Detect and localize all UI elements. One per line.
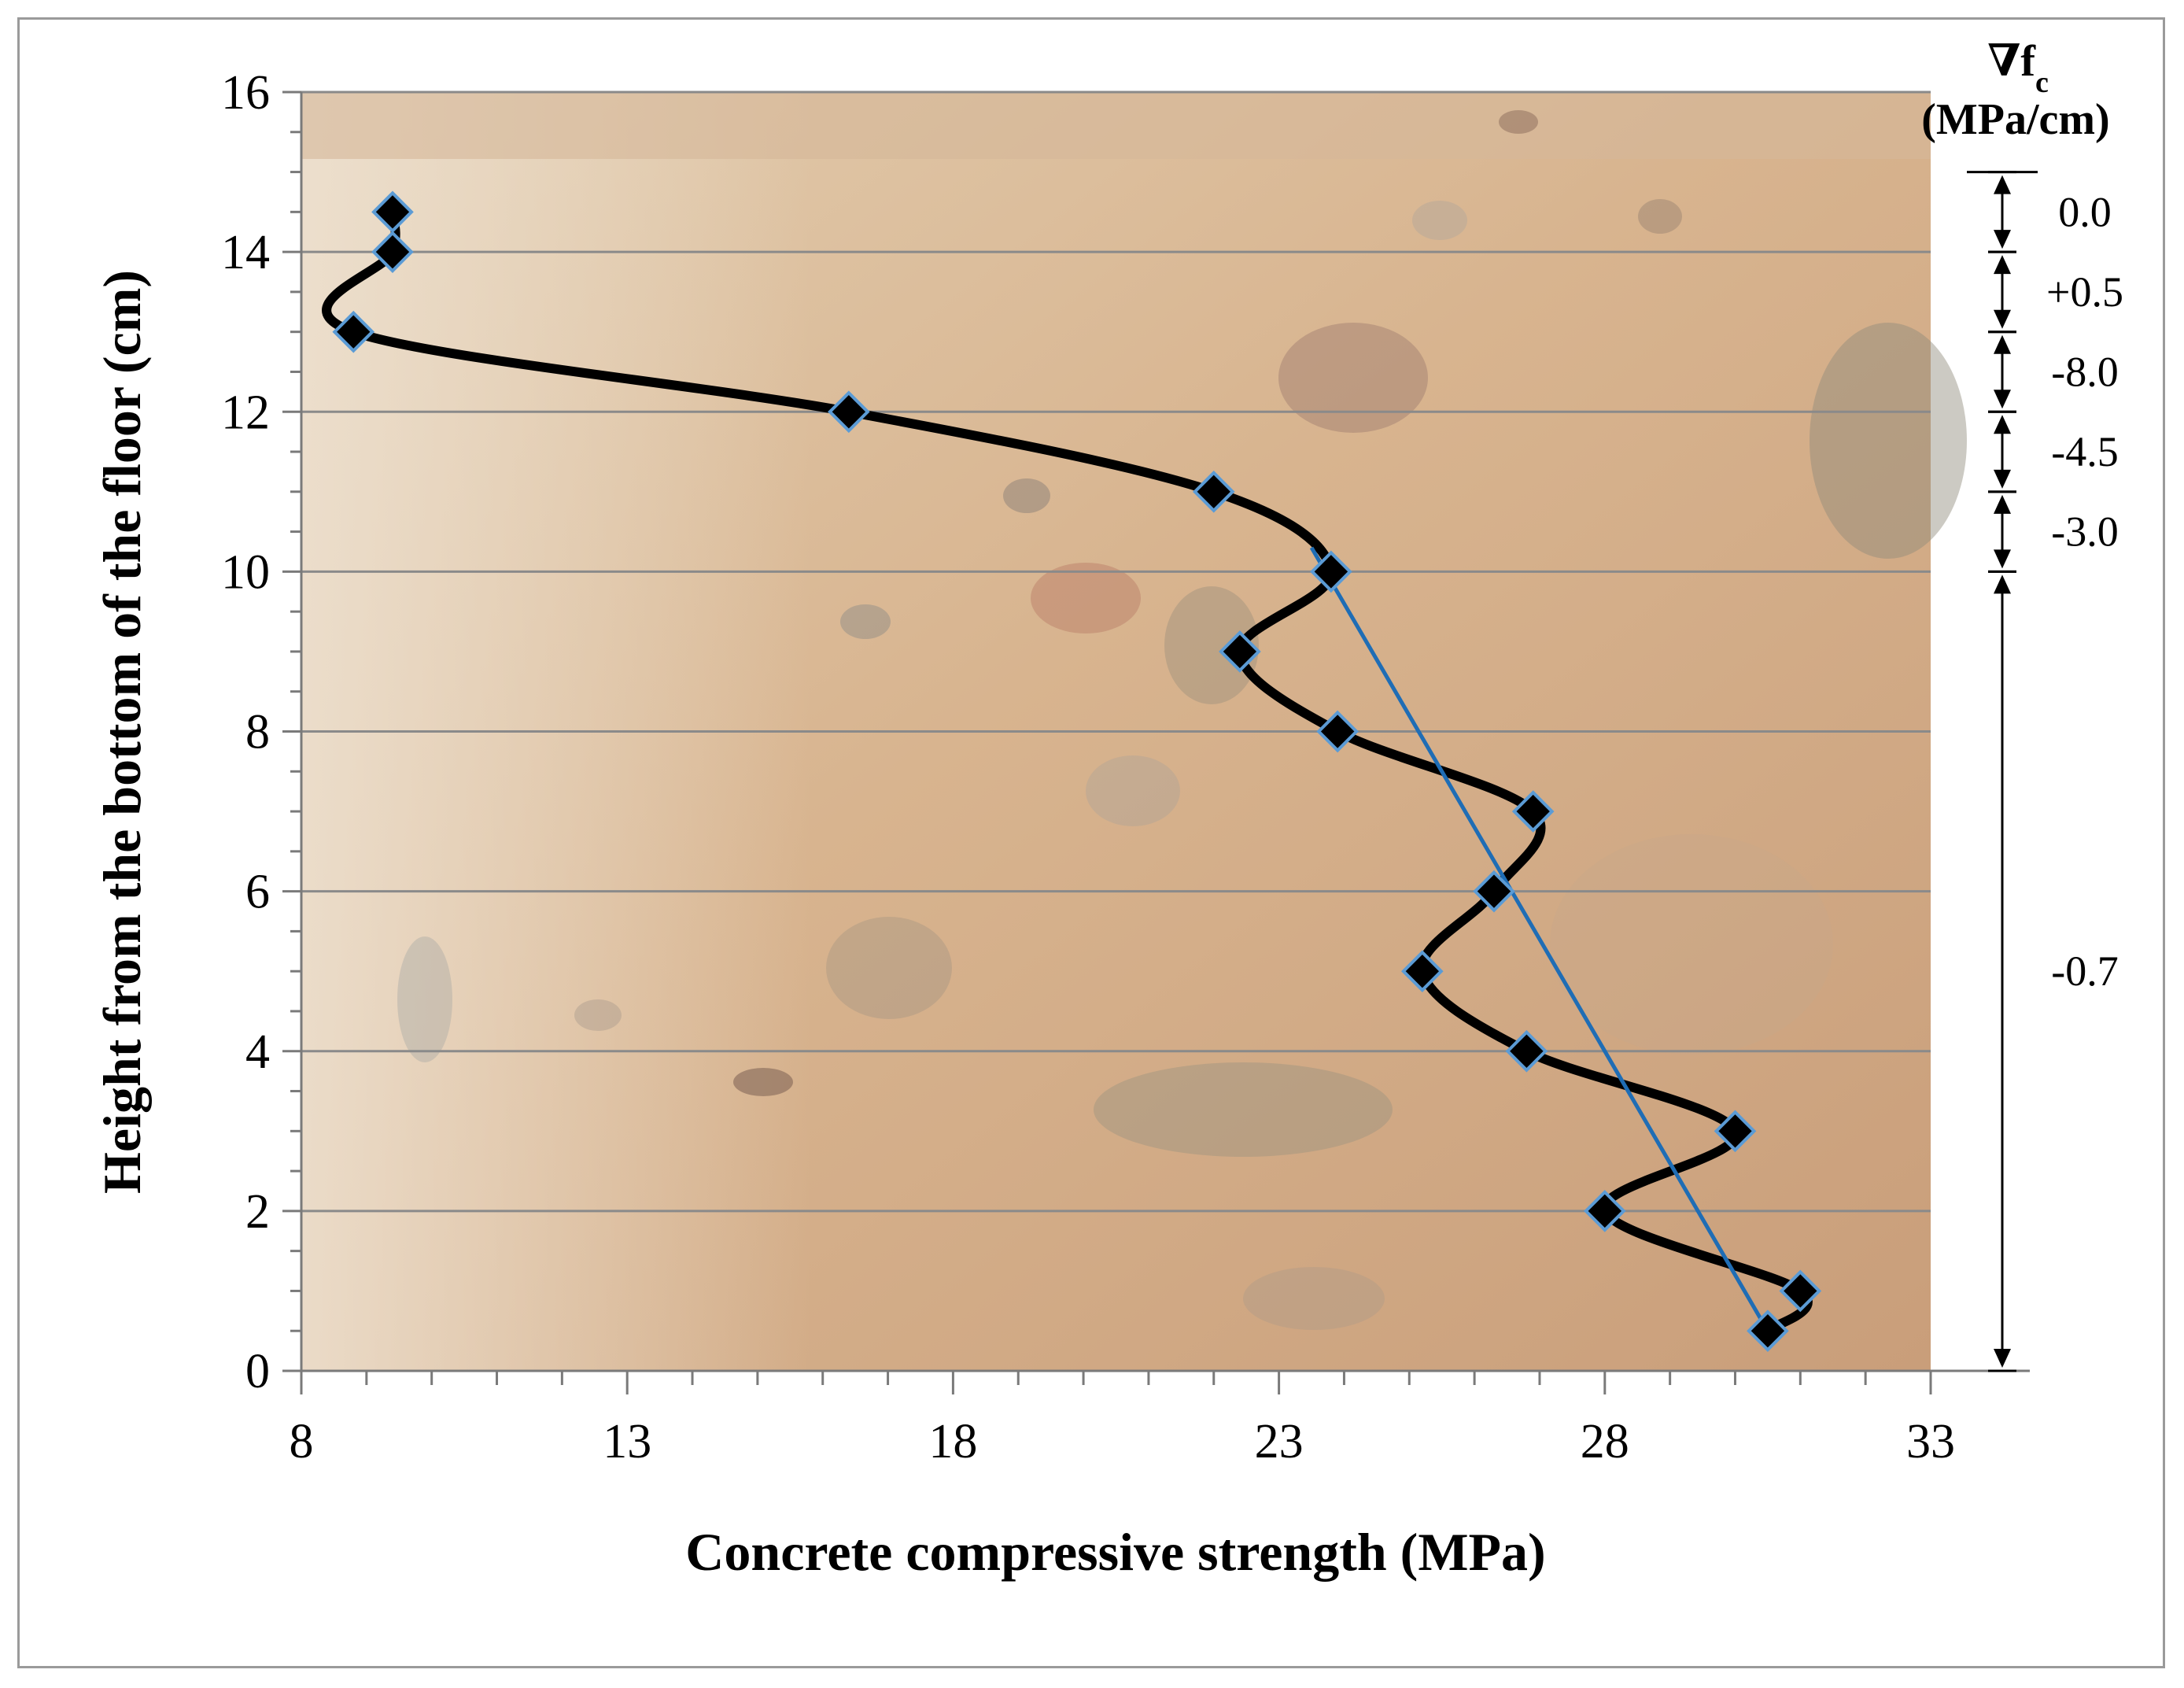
gradient-arrowhead-down [1994, 230, 2011, 249]
gradient-unit: (MPa/cm) [1921, 95, 2109, 144]
gradient-arrowhead-up [1994, 175, 2011, 194]
y-tick-label: 12 [221, 386, 270, 439]
gradient-arrowhead-down [1994, 1349, 2011, 1368]
data-point-3 [1714, 1110, 1757, 1153]
data-point-15 [371, 190, 414, 234]
background-photo [301, 92, 1967, 1371]
data-point-0 [1747, 1309, 1789, 1353]
x-axis-title: Concrete compressive strength (MPa) [685, 1522, 1545, 1582]
data-point-6 [1473, 870, 1515, 913]
x-tick-label: 8 [290, 1415, 314, 1468]
y-tick-label: 16 [221, 66, 270, 120]
gradient-label: -3.0 [2051, 508, 2118, 556]
gradient-arrowhead-up [1994, 494, 2011, 514]
strength-curve [322, 207, 1813, 1336]
y-axis-title: Height from the bottom of the floor (cm) [92, 270, 152, 1194]
gradient-annotation: ∇fc (MPa/cm) 0.0 +0.5 -8.0 -4.5 -3.0 -0.7 [1921, 37, 2123, 1372]
x-tick-label: 23 [1255, 1415, 1304, 1468]
x-tick-label: 28 [1581, 1415, 1629, 1468]
data-point-1 [1779, 1269, 1822, 1313]
y-tick-label: 2 [245, 1185, 270, 1239]
data-point-10 [1310, 550, 1352, 593]
y-tick-label: 14 [221, 226, 270, 279]
y-tick-label: 4 [245, 1025, 270, 1079]
gradient-arrowhead-up [1994, 574, 2011, 594]
y-tick-label: 10 [221, 545, 270, 599]
data-point-7 [1511, 790, 1555, 833]
data-markers [332, 190, 1822, 1353]
gradient-label: +0.5 [2046, 268, 2123, 316]
data-point-14 [371, 231, 414, 273]
gradient-arrowhead-up [1994, 334, 2011, 354]
data-point-9 [1219, 630, 1261, 673]
data-point-4 [1505, 1029, 1548, 1073]
trend-line [1309, 546, 1770, 1332]
gradient-label: -0.7 [2051, 947, 2118, 995]
data-point-5 [1401, 950, 1444, 993]
data-point-13 [332, 310, 375, 353]
x-axis-ticks: 8 13 18 23 28 33 [290, 1371, 1955, 1468]
data-point-8 [1316, 710, 1359, 753]
gradient-arrowhead-down [1994, 390, 2011, 409]
gradient-label: -4.5 [2051, 428, 2118, 475]
gradient-arrowhead-down [1994, 469, 2011, 489]
data-point-11 [1192, 470, 1235, 513]
gradient-arrowhead-down [1994, 549, 2011, 569]
gradient-header: ∇fc [1987, 37, 2049, 99]
y-gridlines [301, 90, 1931, 1213]
x-tick-label: 33 [1906, 1415, 1955, 1468]
gradient-label: -8.0 [2051, 348, 2118, 395]
gradient-arrowhead-up [1994, 255, 2011, 275]
x-tick-label: 13 [603, 1415, 651, 1468]
y-tick-label: 0 [245, 1345, 270, 1398]
gradient-arrowhead-down [1994, 309, 2011, 329]
y-tick-label: 8 [245, 706, 270, 759]
y-axis-ticks: 0 2 4 6 8 10 12 14 16 [221, 66, 301, 1398]
data-point-12 [828, 390, 870, 434]
gradient-label: 0.0 [2058, 188, 2112, 235]
y-tick-label: 6 [245, 866, 270, 919]
data-point-2 [1583, 1190, 1626, 1232]
x-tick-label: 18 [928, 1415, 977, 1468]
gradient-arrowhead-up [1994, 415, 2011, 434]
